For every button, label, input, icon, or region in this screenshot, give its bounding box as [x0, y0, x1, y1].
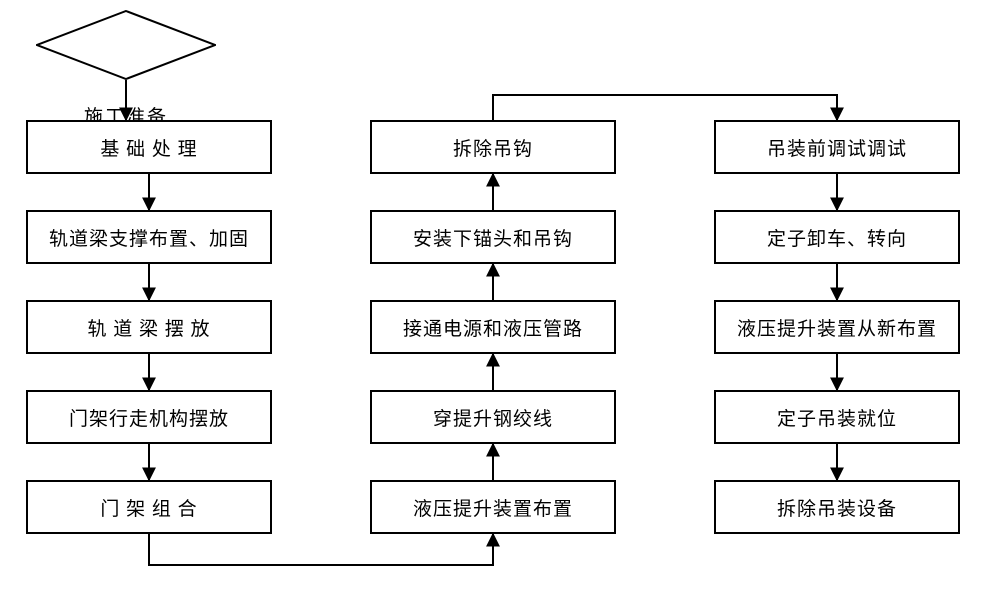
node-stator-hoist: 定子吊装就位 — [714, 390, 960, 444]
node-label: 液压提升装置从新布置 — [737, 314, 937, 341]
node-label: 基 础 处 理 — [100, 134, 197, 161]
node-label: 定子卸车、转向 — [767, 224, 907, 251]
node-remove-equipment: 拆除吊装设备 — [714, 480, 960, 534]
node-gantry-walk-placement: 门架行走机构摆放 — [26, 390, 272, 444]
node-label: 门架行走机构摆放 — [69, 404, 229, 431]
node-label: 拆除吊装设备 — [777, 494, 897, 521]
node-label: 穿提升钢绞线 — [433, 404, 553, 431]
node-remove-hook: 拆除吊钩 — [370, 120, 616, 174]
start-node: 施工准备 — [36, 10, 216, 80]
node-label: 门 架 组 合 — [100, 494, 197, 521]
node-connect-power-hydraulic: 接通电源和液压管路 — [370, 300, 616, 354]
connector — [493, 95, 837, 120]
node-hydraulic-lift-layout: 液压提升装置布置 — [370, 480, 616, 534]
node-foundation-treatment: 基 础 处 理 — [26, 120, 272, 174]
node-label: 吊装前调试调试 — [767, 134, 907, 161]
node-rail-support: 轨道梁支撑布置、加固 — [26, 210, 272, 264]
node-hydraulic-relayout: 液压提升装置从新布置 — [714, 300, 960, 354]
node-rail-placement: 轨 道 梁 摆 放 — [26, 300, 272, 354]
node-install-anchor-hook: 安装下锚头和吊钩 — [370, 210, 616, 264]
node-gantry-assembly: 门 架 组 合 — [26, 480, 272, 534]
node-thread-strand: 穿提升钢绞线 — [370, 390, 616, 444]
node-stator-unload-turn: 定子卸车、转向 — [714, 210, 960, 264]
node-pre-hoist-test: 吊装前调试调试 — [714, 120, 960, 174]
node-label: 接通电源和液压管路 — [403, 314, 583, 341]
connector — [149, 534, 493, 565]
node-label: 安装下锚头和吊钩 — [413, 224, 573, 251]
node-label: 定子吊装就位 — [777, 404, 897, 431]
node-label: 拆除吊钩 — [453, 134, 533, 161]
node-label: 液压提升装置布置 — [413, 494, 573, 521]
node-label: 轨道梁支撑布置、加固 — [49, 224, 249, 251]
node-label: 轨 道 梁 摆 放 — [87, 314, 210, 341]
